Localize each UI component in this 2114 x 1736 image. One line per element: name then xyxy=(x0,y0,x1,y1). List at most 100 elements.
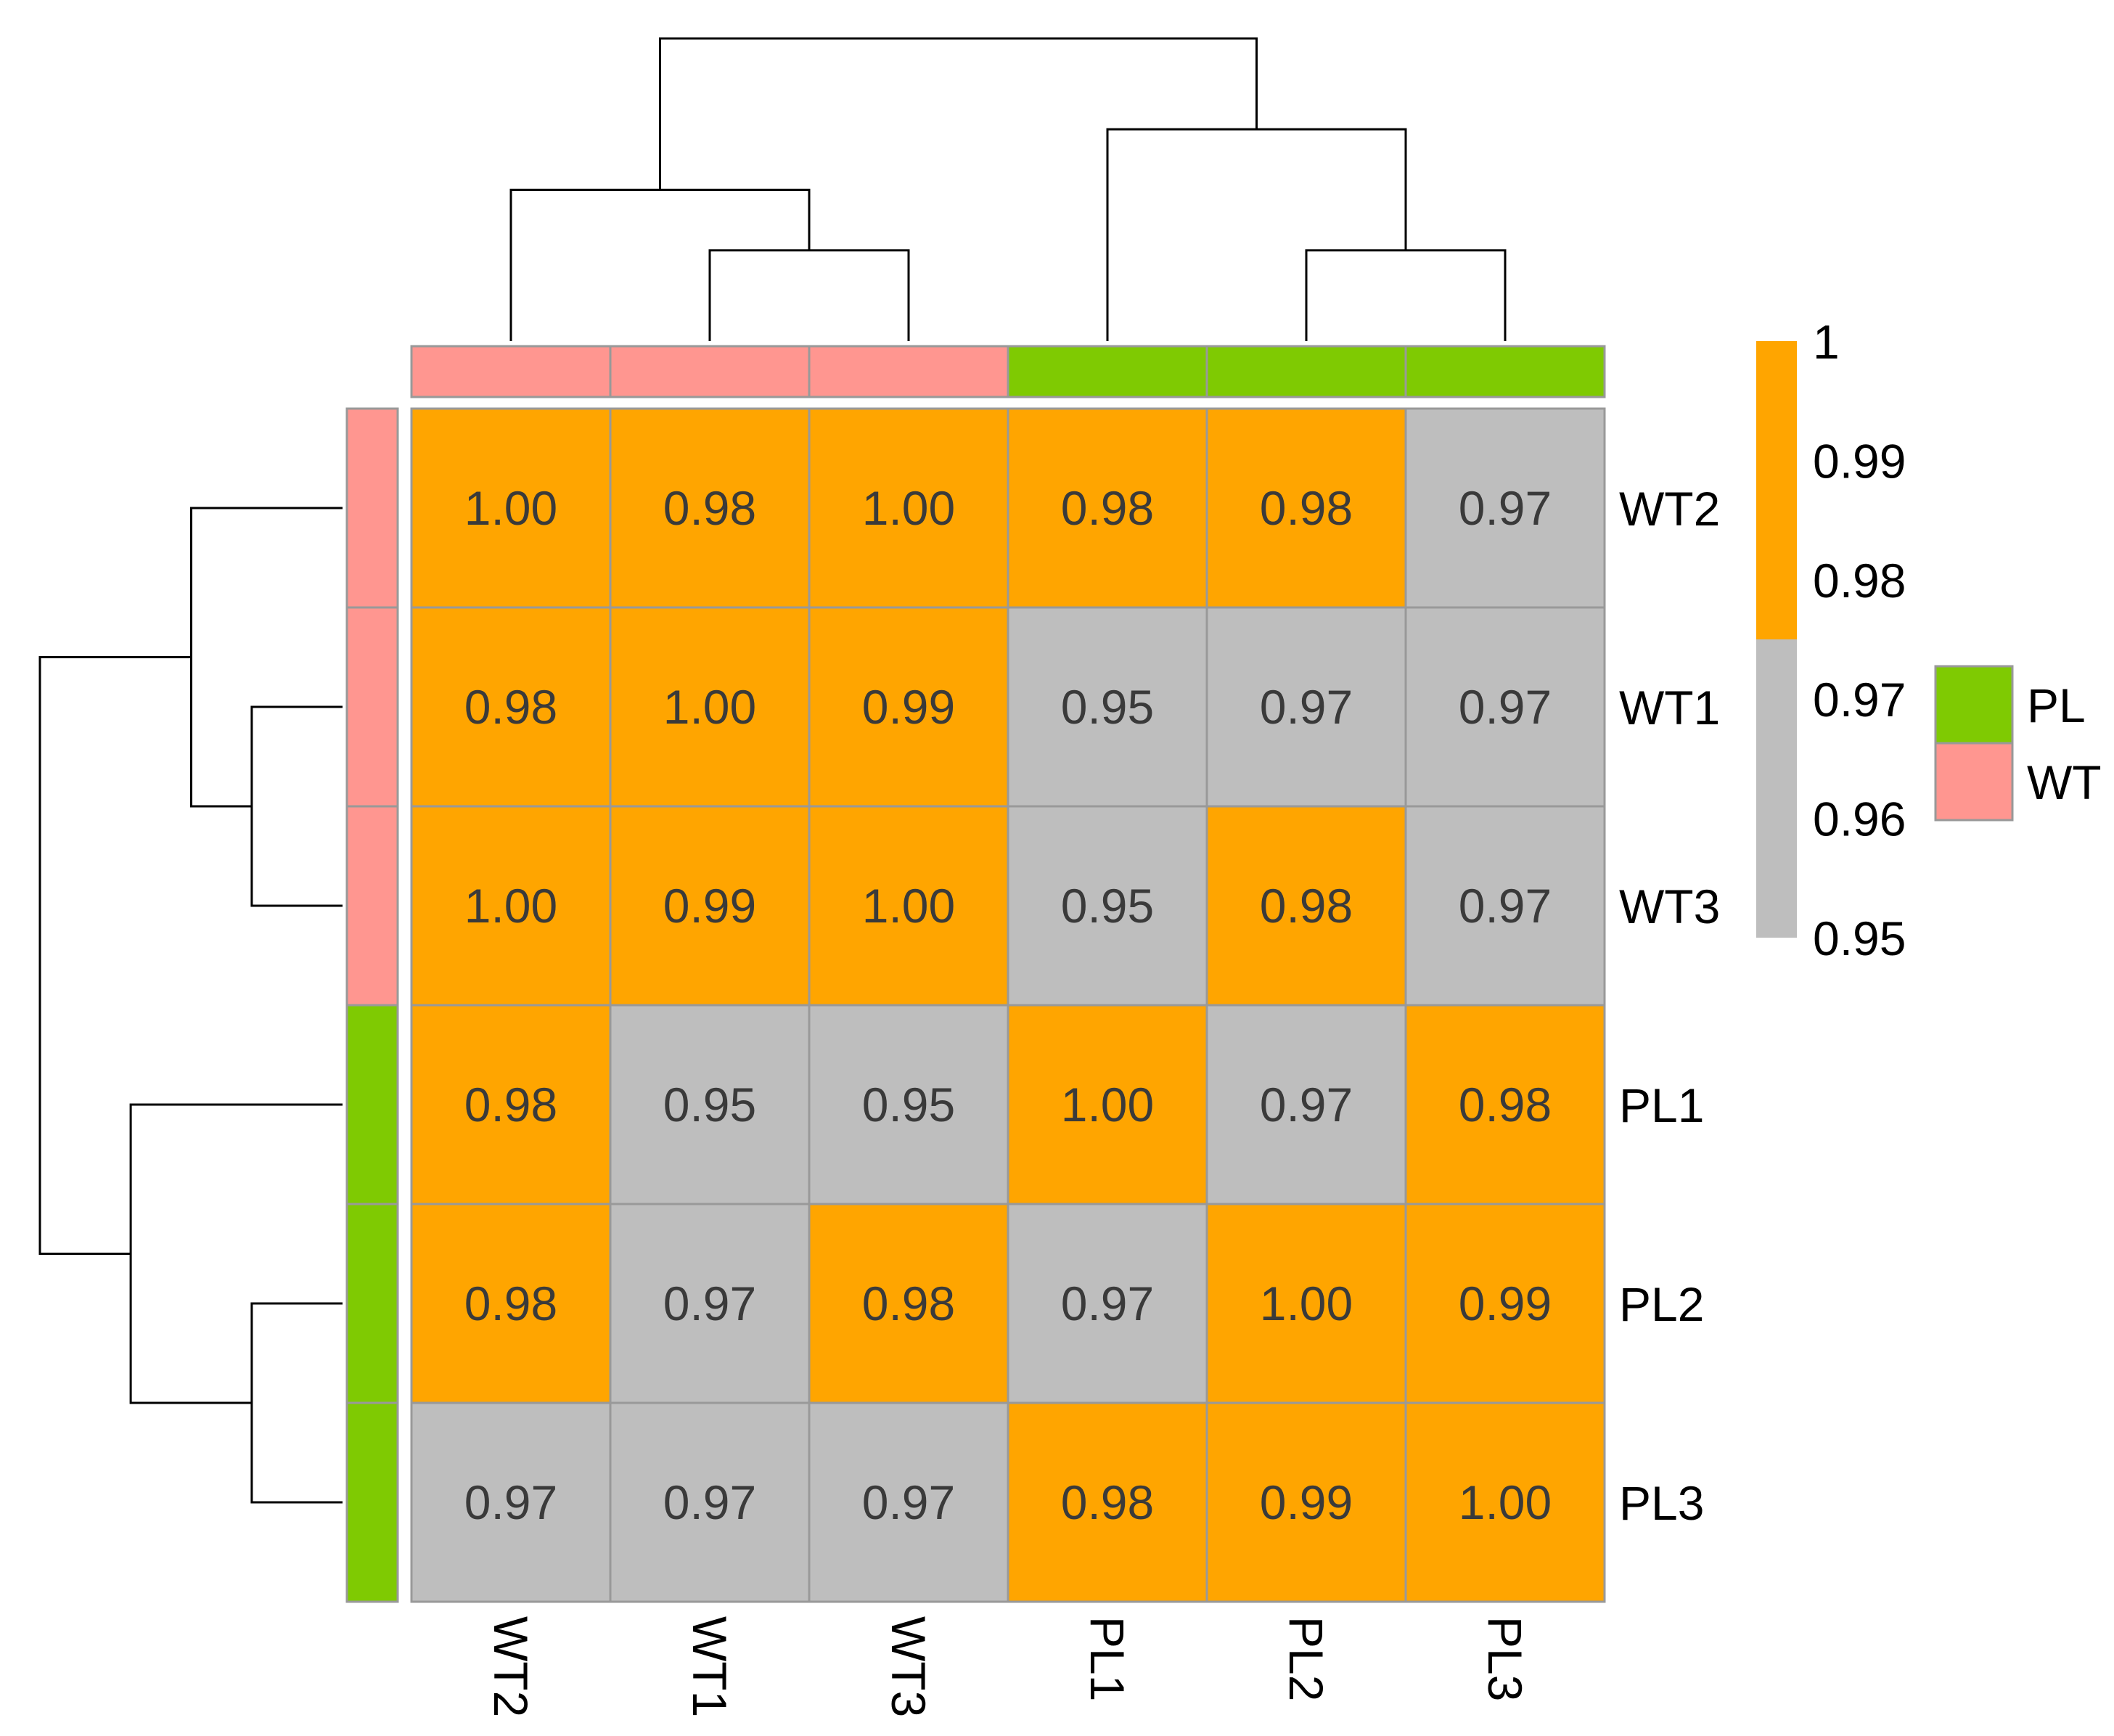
color-scale-tick-label: 0.96 xyxy=(1813,793,1906,846)
row-label: PL2 xyxy=(1619,1277,1704,1331)
column-group-cell xyxy=(1007,345,1208,398)
heatmap-cell xyxy=(808,1004,1009,1205)
cell-value-label: 1.00 xyxy=(464,481,557,535)
heatmap-cell xyxy=(1007,407,1208,609)
cell-value-label: 1.00 xyxy=(464,879,557,933)
column-label: PL3 xyxy=(1478,1616,1532,1701)
cell-value-label: 1.00 xyxy=(862,879,955,933)
heatmap-cell xyxy=(808,805,1009,1007)
cell-value-label: 0.98 xyxy=(1260,481,1353,535)
color-scale-low-band xyxy=(1756,639,1797,938)
color-scale-tick-label: 0.99 xyxy=(1813,434,1906,488)
heatmap-cell xyxy=(609,606,811,808)
heatmap-cell xyxy=(1404,805,1606,1007)
cell-value-label: 1.00 xyxy=(1260,1277,1353,1330)
column-label: WT2 xyxy=(484,1616,538,1717)
color-scale-tick-label: 1 xyxy=(1813,315,1840,369)
cell-value-label: 0.97 xyxy=(862,1475,955,1529)
heatmap-cell xyxy=(1404,606,1606,808)
row-group-cell xyxy=(345,606,399,808)
cell-value-label: 0.95 xyxy=(1061,879,1154,933)
column-label: PL2 xyxy=(1279,1616,1333,1701)
cell-value-label: 0.98 xyxy=(663,481,756,535)
column-dendrogram-link xyxy=(708,249,910,341)
heatmap-cell xyxy=(1007,1401,1208,1603)
heatmap-cell xyxy=(1205,805,1407,1007)
cell-value-label: 0.98 xyxy=(464,1277,557,1330)
color-scale-tick-label: 0.98 xyxy=(1813,554,1906,607)
cell-value-label: 0.98 xyxy=(1061,481,1154,535)
row-dendrogram-link xyxy=(190,507,343,808)
cell-value-label: 0.98 xyxy=(1061,1475,1154,1529)
column-labels: WT2 WT1 WT3 PL1 PL2 PL3 xyxy=(484,1616,1532,1717)
heatmap-cell xyxy=(410,805,612,1007)
column-group-cell xyxy=(1205,345,1407,398)
cell-value-label: 0.97 xyxy=(1459,680,1552,734)
column-dendrogram-link xyxy=(1106,128,1407,341)
row-dendrogram-link xyxy=(38,656,192,1255)
cell-value-label: 0.97 xyxy=(1459,481,1552,535)
row-dendrogram xyxy=(38,507,343,1504)
row-group-cell xyxy=(345,1203,399,1404)
cell-value-label: 0.98 xyxy=(862,1277,955,1330)
heatmap-cell xyxy=(808,1203,1009,1404)
heatmap-cell xyxy=(1404,1004,1606,1205)
row-label: WT2 xyxy=(1619,482,1720,536)
cell-value-label: 1.00 xyxy=(663,680,756,734)
column-dendrogram-link xyxy=(659,37,1258,190)
cell-value-label: 0.97 xyxy=(1260,680,1353,734)
heatmap-cell xyxy=(410,407,612,609)
cell-value-label: 0.97 xyxy=(663,1475,756,1529)
heatmap-cell xyxy=(410,1203,612,1404)
row-label: WT1 xyxy=(1619,681,1720,734)
heatmap-cell xyxy=(1007,1004,1208,1205)
heatmap-cell xyxy=(1205,1401,1407,1603)
heatmap-cell xyxy=(1007,805,1208,1007)
heatmap-cell xyxy=(410,1004,612,1205)
group-legend-label: WT xyxy=(2027,756,2102,809)
row-group-cell xyxy=(345,407,399,609)
row-group-cell xyxy=(345,1004,399,1205)
row-label: WT3 xyxy=(1619,880,1720,933)
cell-value-label: 1.00 xyxy=(1459,1475,1552,1529)
heatmap-cell xyxy=(1404,1401,1606,1603)
cell-value-label: 0.99 xyxy=(1459,1277,1552,1330)
column-group-cell xyxy=(1404,345,1606,398)
heatmap-cell xyxy=(1404,1203,1606,1404)
cell-value-label: 0.98 xyxy=(464,1078,557,1131)
row-labels: WT2 WT1 WT3 PL1 PL2 PL3 xyxy=(1619,482,1720,1530)
heatmap-cell xyxy=(410,1401,612,1603)
row-group-cell xyxy=(345,805,399,1007)
column-dendrogram-link xyxy=(1305,249,1507,341)
column-group-annotation xyxy=(410,345,1606,398)
column-group-cell xyxy=(609,345,811,398)
row-dendrogram-link xyxy=(250,1302,343,1504)
heatmap-cell xyxy=(1205,407,1407,609)
heatmap-cells: 1.00 0.98 1.00 0.98 0.98 0.97 0.98 1.00 0.99 0.95… xyxy=(410,407,1606,1603)
row-label: PL3 xyxy=(1619,1476,1704,1530)
heatmap-cell xyxy=(1007,1203,1208,1404)
cell-value-label: 0.98 xyxy=(1459,1078,1552,1131)
column-group-cell xyxy=(808,345,1009,398)
cell-value-label: 0.97 xyxy=(1260,1078,1353,1131)
group-legend-swatch xyxy=(1934,742,2014,822)
cell-value-label: 0.99 xyxy=(862,680,955,734)
color-scale-tick-label: 0.97 xyxy=(1813,673,1906,726)
cell-value-label: 1.00 xyxy=(1061,1078,1154,1131)
column-group-cell xyxy=(410,345,612,398)
column-dendrogram-link xyxy=(509,189,811,341)
heatmap-cell xyxy=(609,1004,811,1205)
color-scale-tick-label: 0.95 xyxy=(1813,912,1906,965)
cell-value-label: 0.98 xyxy=(464,680,557,734)
heatmap-cell xyxy=(1205,1004,1407,1205)
cell-value-label: 0.97 xyxy=(1061,1277,1154,1330)
row-dendrogram-link xyxy=(250,705,343,907)
row-label: PL1 xyxy=(1619,1078,1704,1132)
column-label: WT3 xyxy=(882,1616,935,1717)
cell-value-label: 0.98 xyxy=(1260,879,1353,933)
group-legend-swatch xyxy=(1934,665,2014,745)
group-legend-label: PL xyxy=(2027,679,2086,732)
cell-value-label: 0.95 xyxy=(862,1078,955,1131)
heatmap-cell xyxy=(609,805,811,1007)
cell-value-label: 1.00 xyxy=(862,481,955,535)
